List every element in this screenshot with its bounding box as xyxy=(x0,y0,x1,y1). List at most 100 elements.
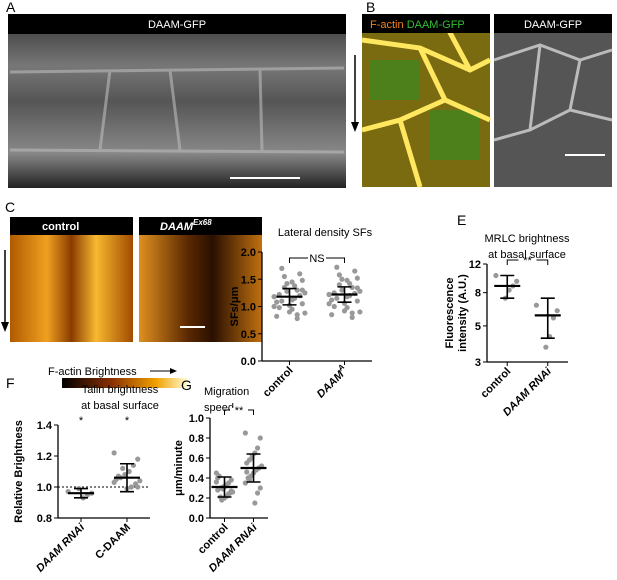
texture xyxy=(9,66,345,154)
data-point xyxy=(326,291,332,298)
data-point xyxy=(294,312,300,318)
data-point xyxy=(289,297,295,303)
panel-header: DAAM-GFP xyxy=(148,19,206,31)
category-text: DAAM xyxy=(315,368,347,400)
chart-title: Lateral density SFs xyxy=(278,227,373,239)
data-point xyxy=(271,303,277,310)
bracket-gap xyxy=(308,256,326,260)
significance-label: NS xyxy=(309,253,324,265)
data-point xyxy=(257,435,263,441)
significance-label: ** xyxy=(523,255,532,267)
data-point xyxy=(271,294,277,300)
bracket-gap xyxy=(518,258,537,262)
category-sup: A xyxy=(335,362,346,373)
y-tick-label: 12 xyxy=(469,259,481,271)
chart-title: at basal surface xyxy=(81,400,159,412)
category-text: control xyxy=(479,366,514,401)
y-tick-label: 0.0 xyxy=(189,513,204,525)
data-point xyxy=(554,308,560,314)
y-axis-label: SFs/μm xyxy=(229,286,241,326)
arrow-head xyxy=(170,368,177,374)
colorbar-label: F-actin Brightness xyxy=(48,366,137,378)
y-tick-label: 0.0 xyxy=(241,356,256,368)
texture xyxy=(361,12,492,188)
data-point xyxy=(242,430,248,436)
data-point xyxy=(135,484,141,490)
data-point xyxy=(299,277,305,283)
y-tick-label: 0.6 xyxy=(189,453,204,465)
data-point xyxy=(122,472,128,478)
data-point xyxy=(493,272,499,279)
data-point xyxy=(252,500,258,506)
data-point xyxy=(244,469,250,475)
label-daam: DAAM-GFP xyxy=(407,19,465,31)
significance-mark: * xyxy=(125,415,130,427)
data-point xyxy=(341,308,348,314)
data-point xyxy=(329,312,335,318)
data-point xyxy=(297,271,303,277)
error-bar xyxy=(337,286,352,303)
arrow-head xyxy=(1,322,9,332)
data-point xyxy=(254,445,261,451)
data-point xyxy=(279,265,285,271)
data-point xyxy=(550,315,557,321)
data-point xyxy=(284,281,290,287)
data-point xyxy=(279,298,285,304)
data-point xyxy=(336,282,342,288)
panel-letter: G xyxy=(181,377,192,393)
data-point xyxy=(334,264,340,270)
x-tick-label: DAAM RNAi xyxy=(34,521,88,575)
y-tick-label: 0.5 xyxy=(241,329,256,341)
data-point xyxy=(111,479,117,485)
y-tick-label: 0.8 xyxy=(37,513,52,525)
y-axis-label: Fluorescence xyxy=(444,278,456,349)
y-tick-label: 1.0 xyxy=(37,482,52,494)
error-bar xyxy=(246,453,261,483)
data-point xyxy=(514,278,520,284)
data-point xyxy=(254,490,261,496)
panel-letter: B xyxy=(366,0,375,15)
header-bar xyxy=(10,217,133,235)
panel-letter: F xyxy=(6,375,15,391)
y-tick-label: 1.5 xyxy=(241,274,256,286)
y-tick-label: 1.4 xyxy=(37,420,53,432)
data-point xyxy=(352,268,358,274)
significance-mark: * xyxy=(79,415,84,427)
header-sup: Ex68 xyxy=(193,218,212,227)
data-point xyxy=(284,288,290,294)
data-point xyxy=(274,299,280,305)
x-tick-label: DAAMA xyxy=(313,362,351,400)
data-point xyxy=(354,298,360,304)
error-bar xyxy=(500,274,515,299)
data-point xyxy=(137,478,143,484)
header-text: DAAM xyxy=(160,221,194,233)
y-tick-label: 0.8 xyxy=(189,433,204,445)
y-tick-label: 0.4 xyxy=(189,473,205,485)
header-bar xyxy=(8,14,346,34)
panel-letter: C xyxy=(5,199,15,215)
error-bar xyxy=(217,476,232,498)
error-bar xyxy=(282,287,297,306)
data-point xyxy=(281,273,287,280)
y-tick-label: 5 xyxy=(475,321,481,333)
micrograph xyxy=(494,14,612,187)
data-point xyxy=(299,287,305,293)
data-point xyxy=(329,297,335,303)
data-point xyxy=(349,314,355,320)
y-tick-label: 2.0 xyxy=(241,247,256,259)
category-text: C-DAAM xyxy=(93,522,133,562)
y-tick-label: 3 xyxy=(475,357,481,369)
category-text: control xyxy=(261,365,296,400)
x-tick-label: C-DAAM xyxy=(93,522,133,562)
micrograph xyxy=(139,217,262,342)
panel-letter: E xyxy=(457,212,466,228)
data-point xyxy=(354,275,360,281)
data-point xyxy=(299,301,305,307)
data-point xyxy=(354,285,360,291)
y-tick-label: 1.0 xyxy=(189,413,204,425)
data-point xyxy=(543,344,549,350)
data-point xyxy=(357,309,363,315)
data-point xyxy=(128,484,134,490)
